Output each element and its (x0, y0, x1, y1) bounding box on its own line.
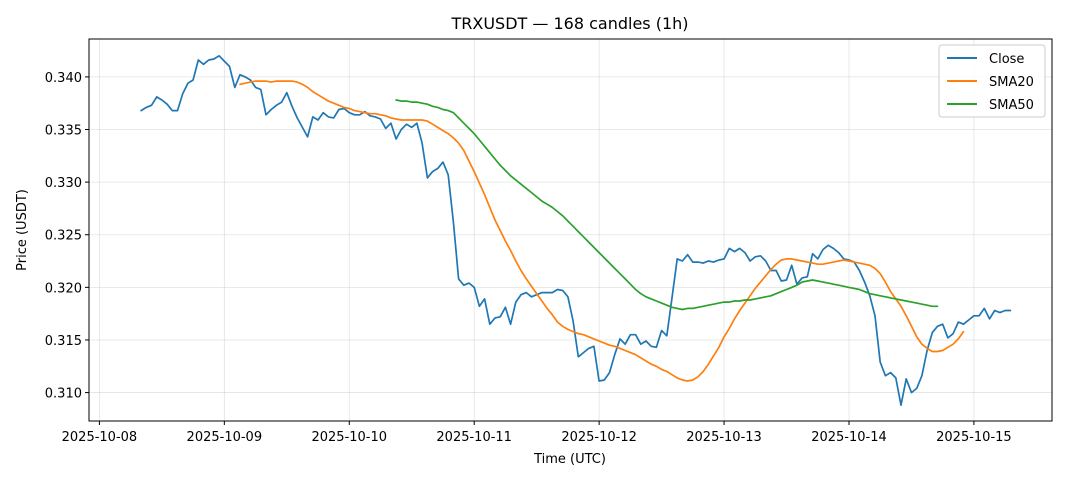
x-tick-label: 2025-10-10 (311, 430, 387, 445)
y-tick-label: 0.320 (45, 281, 82, 296)
x-axis: 2025-10-08 2025-10-09 2025-10-10 2025-10-11… (62, 421, 1012, 445)
grid-lines (89, 39, 1052, 421)
series-line-sma20 (239, 80, 965, 382)
y-tick-label: 0.340 (45, 71, 82, 86)
x-tick-label: 2025-10-15 (936, 430, 1012, 445)
legend-label-sma20: SMA20 (989, 75, 1034, 90)
legend: Close SMA20 SMA50 (938, 44, 1046, 118)
y-tick-label: 0.335 (45, 124, 82, 139)
y-axis: 0.310 0.315 0.320 0.325 0.330 0.335 0.340 (45, 71, 89, 402)
legend-label-sma50: SMA50 (989, 98, 1034, 113)
legend-box (938, 44, 1046, 118)
x-tick-label: 2025-10-12 (561, 430, 637, 445)
x-tick-label: 2025-10-14 (811, 430, 887, 445)
legend-label-close: Close (989, 52, 1024, 67)
series-line-sma50 (395, 99, 939, 311)
x-axis-label: Time (UTC) (533, 452, 606, 467)
plot-frame (88, 38, 1053, 422)
y-tick-label: 0.310 (45, 387, 82, 402)
x-tick-label: 2025-10-11 (436, 430, 512, 445)
y-axis-label: Price (USDT) (15, 189, 30, 271)
x-tick-label: 2025-10-09 (187, 430, 263, 445)
x-tick-label: 2025-10-13 (686, 430, 762, 445)
y-tick-label: 0.315 (45, 334, 82, 349)
chart-title: TRXUSDT — 168 candles (1h) (450, 14, 688, 33)
series-layer (140, 54, 1012, 407)
y-tick-label: 0.325 (45, 229, 82, 244)
y-tick-label: 0.330 (45, 176, 82, 191)
x-tick-label: 2025-10-08 (62, 430, 138, 445)
series-line-close (140, 54, 1012, 407)
